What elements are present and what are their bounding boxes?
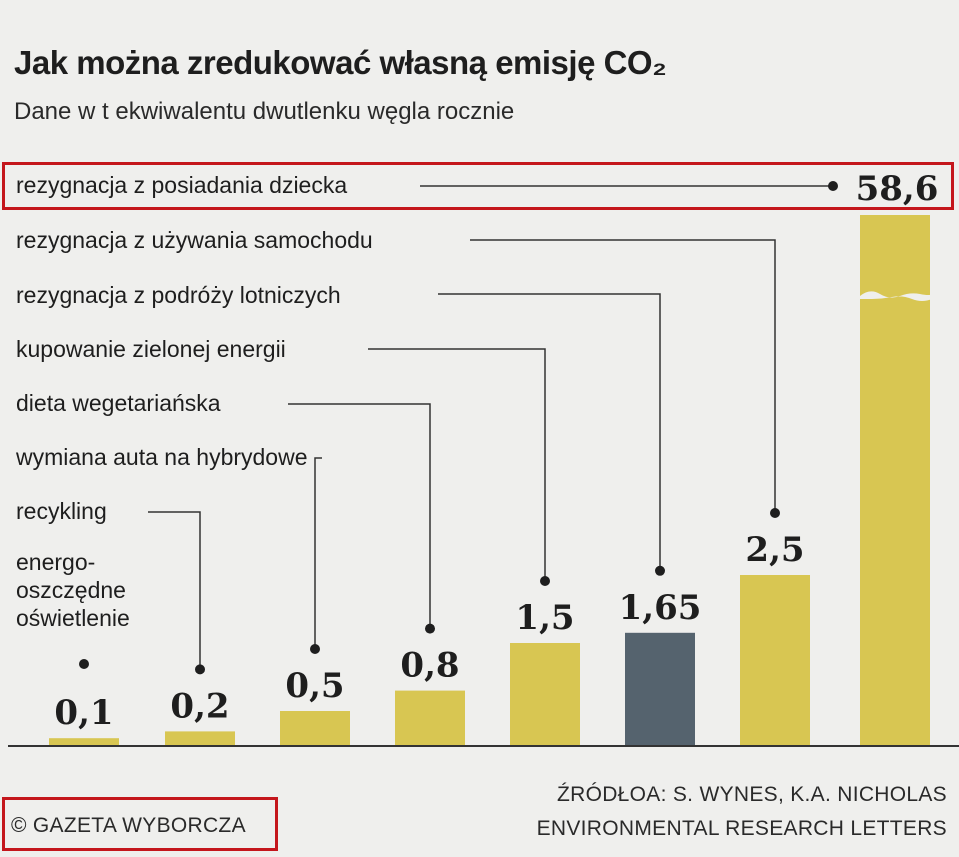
bars (49, 215, 932, 745)
leader-lines (79, 181, 838, 675)
bar-hybrid (280, 711, 350, 745)
leader-line-vegetarian (288, 403, 431, 629)
bar-no-flights (625, 632, 695, 745)
leader-dot-no-flights (655, 565, 665, 576)
axis-break (860, 291, 932, 301)
category-label-no-flights: rezygnacja z podróży lotniczych (16, 282, 341, 308)
category-label-no-child: rezygnacja z posiadania dziecka (16, 172, 348, 198)
value-label-no-car: 2,5 (745, 530, 804, 570)
category-label-no-car: rezygnacja z używania samochodu (16, 227, 373, 253)
highlight-box (2, 162, 954, 210)
bar-lighting (49, 738, 119, 745)
source-line-2: ENVIRONMENTAL RESEARCH LETTERS (536, 817, 947, 840)
leader-dot-recycling (195, 664, 205, 675)
leader-line-recycling (148, 511, 201, 670)
value-labels: 0,1 0,2 0,5 0,8 1,5 1,65 2,5 58,6 (54, 169, 938, 733)
bar-no-car (740, 575, 810, 745)
leader-dot-no-child (828, 181, 838, 191)
value-label-vegetarian: 0,8 (400, 646, 459, 686)
leader-dot-lighting (79, 659, 89, 669)
chart-title: Jak można zredukować własną emisję CO₂ (14, 44, 667, 81)
value-label-hybrid: 0,5 (285, 666, 344, 706)
bar-no-child (860, 215, 930, 745)
leader-dot-vegetarian (425, 623, 435, 634)
leader-line-hybrid (314, 457, 322, 649)
value-label-recycling: 0,2 (170, 686, 229, 726)
category-label-hybrid: wymiana auta na hybrydowe (16, 444, 308, 470)
leader-line-no-flights (438, 293, 661, 571)
value-label-green-energy: 1,5 (515, 598, 574, 638)
bar-recycling (165, 731, 235, 745)
leader-line-no-car (470, 239, 776, 513)
source-line-1: ŹRÓDŁOA: S. WYNES, K.A. NICHOLAS (556, 783, 947, 806)
chart-subtitle: Dane w t ekwiwalentu dwutlenku węgla roc… (14, 98, 515, 125)
value-label-no-flights: 1,65 (619, 588, 702, 628)
category-label-vegetarian: dieta wegetariańska (16, 390, 221, 416)
bar-green-energy (510, 643, 580, 745)
bar-vegetarian (395, 690, 465, 745)
copyright: © GAZETA WYBORCZA (2, 797, 278, 851)
leader-line-green-energy (368, 348, 546, 581)
value-label-lighting: 0,1 (54, 693, 113, 733)
source-note: ŹRÓDŁOA: S. WYNES, K.A. NICHOLAS ENVIRON… (537, 778, 947, 846)
leader-dot-hybrid (310, 644, 320, 654)
category-label-green-energy: kupowanie zielonej energii (16, 336, 286, 362)
category-label-recycling: recykling (16, 498, 107, 524)
category-label-lighting: energo- oszczędne oświetlenie (16, 549, 130, 631)
leader-dot-green-energy (540, 576, 550, 586)
value-label-no-child: 58,6 (856, 169, 939, 209)
leader-dot-no-car (770, 508, 780, 518)
